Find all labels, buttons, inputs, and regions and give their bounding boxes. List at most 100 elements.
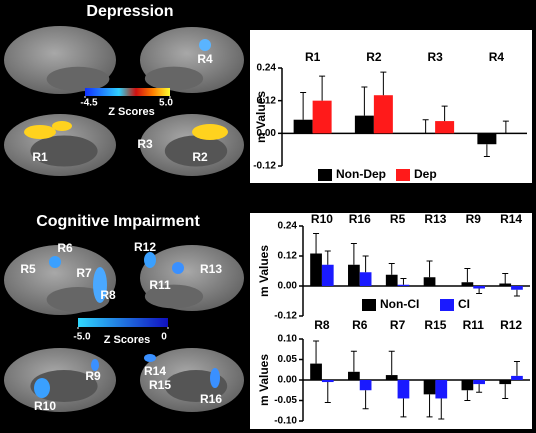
error-bar xyxy=(400,278,407,285)
x-tick-label: R7 xyxy=(390,318,406,332)
y-tick-label: 0.10 xyxy=(278,334,298,345)
bar xyxy=(385,274,398,286)
y-tick-label: 0.00 xyxy=(278,375,298,386)
error-bar xyxy=(350,243,357,265)
bar xyxy=(473,380,485,385)
x-tick-label: R1 xyxy=(305,50,321,64)
region-label: R3 xyxy=(137,137,153,151)
colorbar xyxy=(85,88,170,96)
activation xyxy=(144,354,156,362)
bar xyxy=(359,272,372,286)
error-bar xyxy=(476,288,483,294)
x-tick-label: R9 xyxy=(466,212,482,226)
y-tick-label: 0.12 xyxy=(278,251,298,262)
error-bar xyxy=(361,86,368,116)
x-tick-label: R11 xyxy=(463,318,485,332)
y-axis-label: m Values xyxy=(254,91,268,143)
x-tick-label: R4 xyxy=(489,50,505,64)
legend-swatch xyxy=(318,169,332,181)
bar xyxy=(310,363,322,380)
region-label: R5 xyxy=(20,262,36,276)
bar xyxy=(435,380,448,399)
bar xyxy=(373,95,393,134)
brain-medial xyxy=(30,135,98,167)
bar xyxy=(385,375,398,380)
error-bar xyxy=(502,120,509,134)
legend-swatch xyxy=(396,169,410,181)
error-bar xyxy=(502,273,509,284)
error-bar xyxy=(464,390,471,401)
error-bar xyxy=(426,260,433,278)
y-axis-label: m Values xyxy=(257,245,271,297)
bar xyxy=(348,264,360,286)
legend-label: CI xyxy=(458,297,470,311)
x-tick-label: R3 xyxy=(427,50,443,64)
error-bar xyxy=(313,340,320,364)
legend-label: Non-CI xyxy=(380,297,419,311)
chart-panel xyxy=(250,213,532,429)
activation xyxy=(34,378,50,398)
error-bar xyxy=(438,398,445,420)
colorbar-label: Z Scores xyxy=(104,334,150,346)
error-bar xyxy=(513,289,520,297)
bar xyxy=(461,380,474,391)
error-bar xyxy=(388,350,395,376)
y-axis-label: m Values xyxy=(257,354,271,406)
bar xyxy=(511,286,523,290)
error-bar xyxy=(483,144,490,157)
x-tick-label: R10 xyxy=(311,212,333,226)
activation xyxy=(49,256,61,268)
bar xyxy=(423,277,436,286)
error-bar xyxy=(362,255,369,273)
bar xyxy=(461,282,474,286)
x-tick-label: R12 xyxy=(500,318,522,332)
error-bar xyxy=(380,71,387,96)
x-tick-label: R2 xyxy=(366,50,382,64)
error-bar xyxy=(441,105,448,122)
error-bar xyxy=(324,382,331,404)
activation xyxy=(199,39,211,51)
y-tick-label: 0.24 xyxy=(257,63,277,74)
bar xyxy=(310,253,322,286)
error-bar xyxy=(502,384,509,399)
legend-swatch xyxy=(440,299,454,311)
bar xyxy=(359,380,372,391)
bar xyxy=(477,133,497,145)
bar xyxy=(473,286,485,289)
region-label: R2 xyxy=(192,150,208,164)
y-tick-label: -0.05 xyxy=(274,395,297,406)
error-bar xyxy=(313,233,320,254)
region-label: R11 xyxy=(149,278,171,292)
bar xyxy=(511,375,523,380)
y-tick-label: 0.00 xyxy=(257,128,277,139)
region-label: R15 xyxy=(149,378,171,392)
brain-lobe xyxy=(144,284,204,309)
colorbar-tick-label: 5.0 xyxy=(159,98,173,109)
y-tick-label: 0.00 xyxy=(278,281,298,292)
error-bar xyxy=(464,268,471,283)
region-label: R10 xyxy=(34,399,56,413)
y-tick-label: -0.12 xyxy=(253,161,276,172)
error-bar xyxy=(513,361,520,376)
y-tick-label: 0.24 xyxy=(278,221,298,232)
bar xyxy=(397,380,410,399)
region-label: R16 xyxy=(200,392,222,406)
brain-lobe xyxy=(46,287,110,313)
legend-label: Non-Dep xyxy=(336,167,386,181)
error-bar xyxy=(324,250,331,265)
colorbar-tick-label: -4.5 xyxy=(80,98,98,109)
region-label: R8 xyxy=(100,288,116,302)
x-tick-label: R14 xyxy=(500,212,522,226)
bar xyxy=(312,100,332,134)
bar xyxy=(321,264,334,286)
x-tick-label: R6 xyxy=(352,318,368,332)
region-label: R6 xyxy=(57,241,73,255)
region-label: R4 xyxy=(197,52,213,66)
region-label: R9 xyxy=(85,369,101,383)
y-tick-label: 0.05 xyxy=(278,354,298,365)
brain-lobe xyxy=(46,66,110,92)
bar xyxy=(435,121,455,134)
region-label: R7 xyxy=(76,266,92,280)
y-tick-label: -0.10 xyxy=(274,416,297,427)
